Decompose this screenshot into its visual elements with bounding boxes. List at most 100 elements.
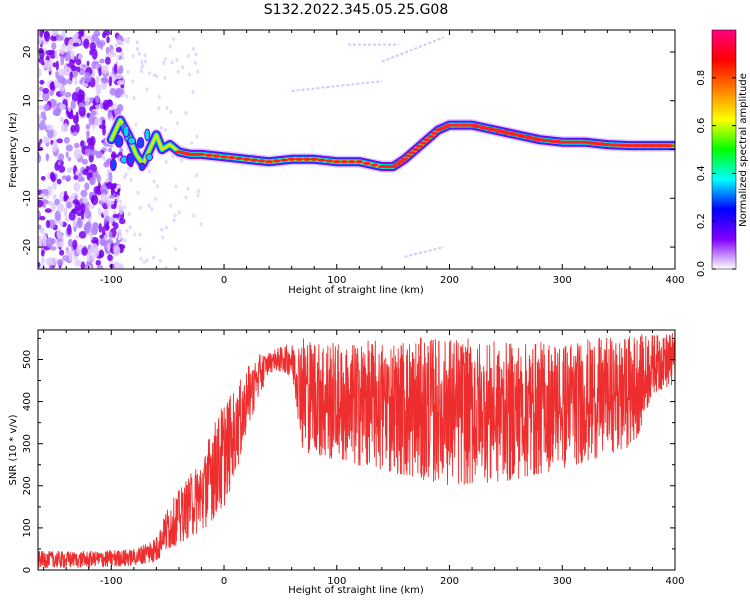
faint-speckle (186, 186, 190, 191)
noise-speckle (116, 195, 120, 203)
faint-speckle (158, 258, 162, 263)
faint-speckle (139, 256, 143, 261)
noise-speckle (38, 224, 42, 230)
noise-speckle (92, 222, 99, 230)
noise-speckle (43, 104, 51, 112)
noise-speckle (69, 50, 74, 61)
snr-x-tick-label: 200 (440, 576, 459, 587)
ridge-peak (422, 138, 431, 142)
faint-speckle (128, 225, 132, 230)
snr-y-label: SNR (10 * v/v) (8, 414, 19, 485)
noise-speckle (63, 206, 68, 217)
faint-speckle (160, 125, 164, 130)
faint-speckle (161, 235, 165, 240)
faint-speckle (125, 228, 129, 233)
faint-speckle (129, 177, 133, 182)
noise-speckle (118, 204, 122, 211)
noise-speckle (49, 246, 57, 251)
noise-speckle (78, 231, 87, 239)
faint-speckle (142, 260, 146, 265)
noise-speckle (113, 107, 122, 116)
snr-y-tick-label: 200 (22, 476, 33, 495)
ridge-peak (242, 157, 251, 161)
ridge-peak (396, 160, 405, 164)
noise-speckle (67, 238, 74, 247)
noise-speckle (93, 117, 102, 127)
noise-speckle (67, 224, 72, 235)
noise-speckle (57, 241, 64, 248)
noise-speckle (45, 257, 54, 266)
ridge-blob (114, 135, 124, 148)
spectrogram-x-tick-label: 300 (553, 275, 572, 286)
noise-speckle (45, 219, 51, 229)
noise-speckle (58, 165, 66, 173)
noise-speckle (96, 104, 100, 110)
noise-speckle (38, 146, 44, 152)
snr-frame (37, 329, 676, 571)
faint-speckle (147, 71, 151, 76)
noise-speckle (89, 41, 96, 51)
noise-speckle (89, 49, 93, 56)
noise-speckle (38, 142, 41, 147)
noise-speckle (108, 75, 113, 87)
noise-speckle (38, 153, 42, 164)
faint-speckle (191, 89, 195, 94)
noise-speckle (63, 136, 70, 144)
noise-speckle (44, 137, 50, 143)
noise-speckle (60, 116, 64, 123)
ridge-blob (144, 128, 151, 142)
noise-speckle (113, 63, 118, 74)
ridge-peak (257, 159, 266, 163)
noise-speckle (72, 239, 78, 250)
noise-speckle (81, 82, 89, 88)
noise-speckle (68, 254, 73, 262)
noise-speckle (85, 96, 90, 108)
faint-speckle (121, 56, 125, 61)
faint-speckle (164, 160, 168, 165)
noise-speckle (94, 95, 100, 104)
noise-speckle (64, 53, 71, 62)
faint-speckle (152, 255, 156, 260)
noise-speckle (116, 88, 125, 95)
noise-speckle (75, 111, 79, 122)
faint-speckle (162, 60, 166, 65)
snr-x-tick-label: -100 (100, 576, 123, 587)
ridge-blob (122, 124, 130, 138)
noise-speckle (88, 114, 95, 126)
noise-speckle (91, 48, 98, 60)
noise-speckle (101, 226, 106, 237)
noise-speckle (38, 91, 42, 98)
faint-speckle (190, 140, 194, 145)
noise-speckle (38, 68, 42, 78)
faint-speckle (110, 106, 114, 111)
faint-speckle (120, 41, 124, 46)
faint-speckle (119, 199, 123, 204)
faint-speckle (176, 69, 180, 74)
ridge-peak (332, 160, 341, 164)
noise-speckle (101, 103, 108, 109)
noise-speckle (88, 149, 97, 156)
ridge-peak (295, 157, 304, 161)
noise-speckle (65, 151, 69, 158)
faint-speckle (154, 196, 158, 201)
faint-speckle (147, 203, 151, 208)
faint-speckle (192, 213, 196, 218)
noise-speckle (73, 182, 81, 192)
noise-speckle (55, 35, 64, 41)
snr-x-label: Height of straight line (km) (288, 585, 424, 596)
noise-speckle (75, 58, 82, 66)
faint-speckle (126, 39, 130, 44)
ridge-blob (109, 158, 117, 172)
colorbar: 0.0 0.2 0.4 0.6 0.8 Normalized spectral ampl… (696, 29, 749, 277)
noise-speckle (66, 167, 72, 174)
faint-speckle (196, 69, 200, 74)
noise-speckle (80, 203, 86, 214)
noise-speckle (76, 66, 81, 73)
noise-speckle (97, 207, 102, 217)
ridge-peak (280, 158, 289, 162)
noise-speckle (107, 147, 113, 153)
spectrogram-y-tick-label: 10 (22, 94, 33, 107)
faint-speckle (116, 54, 120, 59)
faint-speckle (131, 54, 135, 59)
